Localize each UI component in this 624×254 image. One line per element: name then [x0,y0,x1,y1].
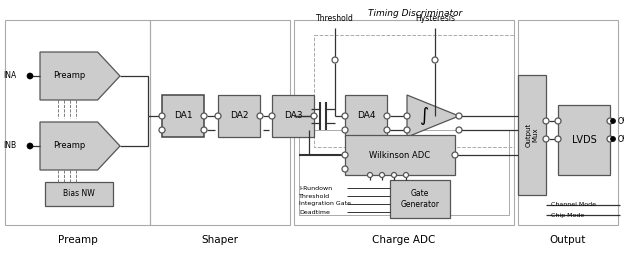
FancyBboxPatch shape [345,95,387,137]
Text: Threshold: Threshold [299,194,330,198]
Circle shape [342,127,348,133]
Text: Preamp: Preamp [52,71,85,81]
Circle shape [27,143,33,149]
Circle shape [342,166,348,172]
Circle shape [543,118,549,124]
Circle shape [610,119,615,123]
Circle shape [342,152,348,158]
Text: Threshold: Threshold [316,14,354,23]
Circle shape [201,127,207,133]
FancyBboxPatch shape [218,95,260,137]
Circle shape [269,113,275,119]
Circle shape [384,113,390,119]
Circle shape [452,152,458,158]
Text: Deadtime: Deadtime [299,210,330,214]
Text: Output
Mux: Output Mux [525,123,539,147]
Circle shape [27,73,33,79]
Text: Bias NW: Bias NW [63,189,95,198]
Text: Integration Gate: Integration Gate [299,201,351,207]
Text: Chip Mode: Chip Mode [551,213,584,217]
Text: OUTA: OUTA [618,117,624,125]
Circle shape [404,127,410,133]
Circle shape [607,136,613,142]
Circle shape [311,113,317,119]
Polygon shape [40,52,120,100]
Text: Charge ADC: Charge ADC [373,235,436,245]
Text: INB: INB [3,141,16,151]
Text: Channel Mode: Channel Mode [551,202,596,208]
Text: OUTB: OUTB [618,135,624,144]
Text: Output: Output [550,235,586,245]
FancyBboxPatch shape [558,105,610,175]
Circle shape [391,172,396,178]
Polygon shape [407,95,459,137]
Text: DA3: DA3 [284,112,302,120]
FancyBboxPatch shape [390,180,450,218]
Text: $\int$: $\int$ [419,105,429,127]
FancyBboxPatch shape [345,135,455,175]
Circle shape [555,118,561,124]
Circle shape [368,172,373,178]
Text: INA: INA [3,71,16,81]
Text: Hysteresis: Hysteresis [415,14,455,23]
Circle shape [159,113,165,119]
Circle shape [201,113,207,119]
Circle shape [432,57,438,63]
Text: Preamp: Preamp [52,141,85,151]
Circle shape [384,127,390,133]
Text: DA2: DA2 [230,112,248,120]
Circle shape [215,113,221,119]
FancyBboxPatch shape [518,75,546,195]
Text: DA4: DA4 [357,112,375,120]
Circle shape [404,172,409,178]
Circle shape [456,113,462,119]
Circle shape [610,136,615,141]
Text: Gate
Generator: Gate Generator [401,189,439,209]
FancyBboxPatch shape [162,95,204,137]
Text: Timing Discriminator: Timing Discriminator [368,9,462,18]
Circle shape [379,172,384,178]
Text: LVDS: LVDS [572,135,597,145]
Text: DA1: DA1 [173,112,192,120]
Text: I-Rundown: I-Rundown [299,185,332,190]
Circle shape [342,113,348,119]
FancyBboxPatch shape [272,95,314,137]
Circle shape [332,57,338,63]
Circle shape [257,113,263,119]
Circle shape [159,127,165,133]
Circle shape [543,136,549,142]
Circle shape [607,118,613,124]
Text: Preamp: Preamp [57,235,97,245]
Text: Shaper: Shaper [202,235,238,245]
Circle shape [404,113,410,119]
Text: Wilkinson ADC: Wilkinson ADC [369,151,431,160]
Circle shape [555,136,561,142]
Circle shape [456,127,462,133]
FancyBboxPatch shape [45,182,113,206]
Polygon shape [40,122,120,170]
